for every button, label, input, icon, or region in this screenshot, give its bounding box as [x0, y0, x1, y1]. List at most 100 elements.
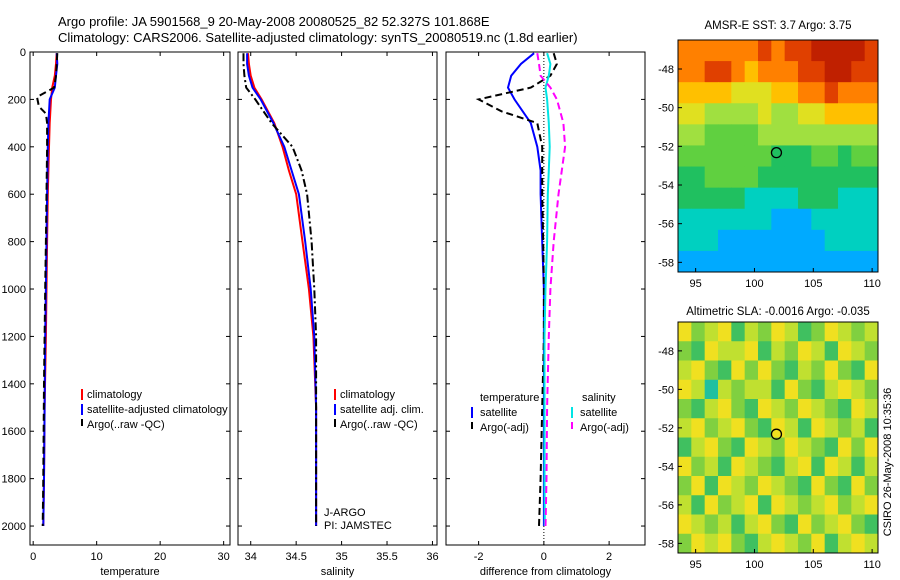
heatmap-cell — [864, 476, 879, 496]
heatmap-cell — [718, 476, 732, 496]
heatmap-cell — [838, 145, 852, 168]
heatmap-cell — [758, 40, 772, 62]
heatmap-cell — [838, 437, 852, 458]
y-tick-label: 2000 — [2, 521, 26, 533]
heatmap-cell — [758, 456, 772, 477]
heatmap-cell — [691, 187, 706, 210]
heatmap-cell — [691, 418, 706, 438]
heatmap-cell — [678, 379, 692, 400]
heatmap-cell — [731, 82, 746, 104]
heatmap-cell — [758, 476, 772, 496]
heatmap-cell — [718, 418, 732, 438]
heatmap-cell — [758, 145, 772, 168]
heatmap-cell — [798, 399, 812, 419]
map-y-tick-label: -56 — [658, 219, 674, 231]
heatmap-cell — [811, 229, 826, 252]
heatmap-cell — [678, 40, 692, 62]
heatmap-cell — [824, 40, 839, 62]
heatmap-cell — [798, 187, 812, 210]
heatmap-cell — [691, 495, 706, 515]
heatmap-cell — [731, 437, 746, 458]
heatmap-cell — [798, 476, 812, 496]
heatmap-cell — [864, 399, 879, 419]
heatmap-cell — [731, 456, 746, 477]
series-line-satellite-adj-clim- — [246, 53, 318, 526]
heatmap-cell — [718, 166, 732, 189]
heatmap-cell — [704, 360, 719, 381]
heatmap-cell — [824, 360, 839, 381]
heatmap-cell — [758, 187, 772, 210]
y-tick-label: 1200 — [2, 331, 26, 343]
map-x-tick-label: 95 — [690, 559, 702, 571]
heatmap-cell — [691, 166, 706, 189]
heatmap-cell — [731, 341, 746, 361]
heatmap-cell — [718, 124, 732, 146]
heatmap-cell — [718, 40, 732, 62]
heatmap-cell — [864, 124, 879, 146]
heatmap-cell — [744, 456, 759, 477]
heatmap-cell — [731, 61, 746, 83]
heatmap-cell — [784, 229, 799, 252]
heatmap-cell — [691, 456, 706, 477]
heatmap-cell — [691, 229, 706, 252]
map-y-tick-label: -56 — [658, 500, 674, 512]
heatmap-cell — [811, 495, 826, 515]
heatmap-cell — [771, 437, 786, 458]
heatmap-cell — [864, 533, 879, 554]
heatmap-cell — [798, 61, 812, 83]
heatmap-cell — [704, 187, 719, 210]
heatmap-cell — [758, 399, 772, 419]
heatmap-cell — [851, 40, 866, 62]
heatmap-cell — [851, 250, 866, 273]
heatmap-cell — [678, 145, 692, 168]
heatmap-cell — [838, 61, 852, 83]
heatmap-cell — [798, 82, 812, 104]
heatmap-cell — [851, 399, 866, 419]
heatmap-cell — [731, 208, 746, 231]
heatmap-cell — [838, 229, 852, 252]
heatmap-cell — [731, 533, 746, 554]
heatmap-cell — [784, 145, 799, 168]
heatmap-cell — [771, 229, 786, 252]
x-tick-label: 30 — [218, 551, 230, 563]
heatmap-cell — [784, 40, 799, 62]
heatmap-cell — [798, 341, 812, 361]
heatmap-cell — [838, 456, 852, 477]
x-tick-label: 36 — [426, 551, 438, 563]
heatmap-cell — [704, 533, 719, 554]
heatmap-cell — [691, 399, 706, 419]
y-tick-label: 1400 — [2, 379, 26, 391]
heatmap-cell — [758, 166, 772, 189]
heatmap-cell — [851, 379, 866, 400]
heatmap-cell — [771, 61, 786, 83]
heatmap-cell — [771, 379, 786, 400]
heatmap-cell — [824, 456, 839, 477]
heatmap-cell — [784, 456, 799, 477]
heatmap-cell — [758, 514, 772, 535]
legend-entry: Argo(-adj) — [580, 422, 629, 434]
heatmap-cell — [678, 124, 692, 146]
heatmap-cell — [811, 208, 826, 231]
heatmap-cell — [704, 379, 719, 400]
legend-entry: climatology — [340, 389, 396, 401]
heatmap-cell — [864, 322, 879, 342]
annotation-text: PI: JAMSTEC — [324, 520, 392, 532]
heatmap-cell — [718, 360, 732, 381]
heatmap-cell — [838, 476, 852, 496]
heatmap-cell — [798, 145, 812, 168]
heatmap-cell — [744, 40, 759, 62]
y-tick-label: 1000 — [2, 284, 26, 296]
map-x-tick-label: 100 — [745, 559, 763, 571]
heatmap-cell — [784, 360, 799, 381]
heatmap-cell — [811, 82, 826, 104]
heatmap-cell — [771, 360, 786, 381]
heatmap-cell — [691, 145, 706, 168]
heatmap-cell — [851, 476, 866, 496]
heatmap-cell — [824, 250, 839, 273]
heatmap-cell — [824, 166, 839, 189]
heatmap-cell — [784, 379, 799, 400]
legend-entry: Argo(..raw -QC) — [340, 419, 418, 431]
heatmap-cell — [824, 103, 839, 125]
heatmap-cell — [864, 145, 879, 168]
heatmap-cell — [704, 495, 719, 515]
